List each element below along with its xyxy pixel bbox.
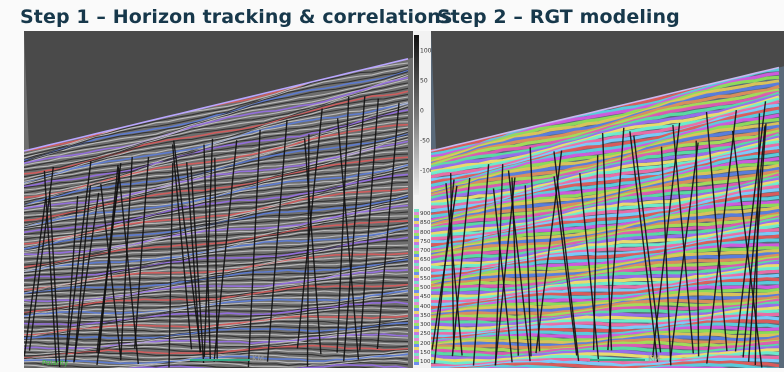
rgt-tick: 150 bbox=[420, 349, 431, 356]
rgt-tick: 650 bbox=[420, 257, 431, 264]
left-panel-title: Step 1 – Horizon tracking & correlations bbox=[20, 6, 453, 28]
rgt-tick: 550 bbox=[420, 275, 431, 282]
rgt-tick: 450 bbox=[420, 294, 431, 301]
scale-bar-left bbox=[190, 359, 250, 361]
rgt-model-image bbox=[431, 31, 784, 368]
amplitude-tick: -50 bbox=[420, 137, 430, 145]
rgt-tick: 700 bbox=[420, 248, 431, 254]
rgt-tick: 200 bbox=[420, 340, 431, 347]
polarity-label: Polarity bbox=[42, 359, 69, 367]
scale-label-right: KM bbox=[648, 354, 661, 363]
rgt-tick: 800 bbox=[420, 229, 431, 236]
amplitude-scale-gradient bbox=[414, 35, 419, 195]
rgt-tick: 500 bbox=[420, 285, 431, 291]
rgt-tick: 600 bbox=[420, 266, 431, 273]
rgt-tick: 300 bbox=[420, 322, 431, 328]
horizon-tracking-seismic-panel[interactable] bbox=[24, 31, 413, 368]
rgt-tick: 400 bbox=[420, 303, 431, 310]
rgt-tick: 900 bbox=[420, 211, 431, 217]
scale-bar-right bbox=[590, 359, 645, 361]
rgt-tick: 350 bbox=[420, 312, 431, 319]
rgt-tick: 250 bbox=[420, 331, 431, 338]
right-panel-title: Step 2 – RGT modeling bbox=[437, 6, 680, 28]
horizon-tracking-seismic-image bbox=[24, 31, 413, 368]
amplitude-tick: 50 bbox=[420, 77, 428, 85]
rgt-model-panel[interactable] bbox=[431, 31, 784, 368]
scale-label-left: KM bbox=[252, 354, 265, 363]
rgt-tick: 100 bbox=[420, 359, 431, 365]
rgt-tick: 850 bbox=[420, 220, 431, 227]
amplitude-colorbar: 100 50 0 -50 -100 900 850 800 750 700 650 600 5… bbox=[413, 31, 434, 368]
amplitude-tick: 0 bbox=[420, 107, 424, 115]
rgt-scale-gradient bbox=[414, 209, 419, 365]
amplitude-tick: 100 bbox=[420, 47, 432, 55]
rgt-tick: 750 bbox=[420, 238, 431, 245]
amplitude-tick: -100 bbox=[420, 167, 434, 175]
